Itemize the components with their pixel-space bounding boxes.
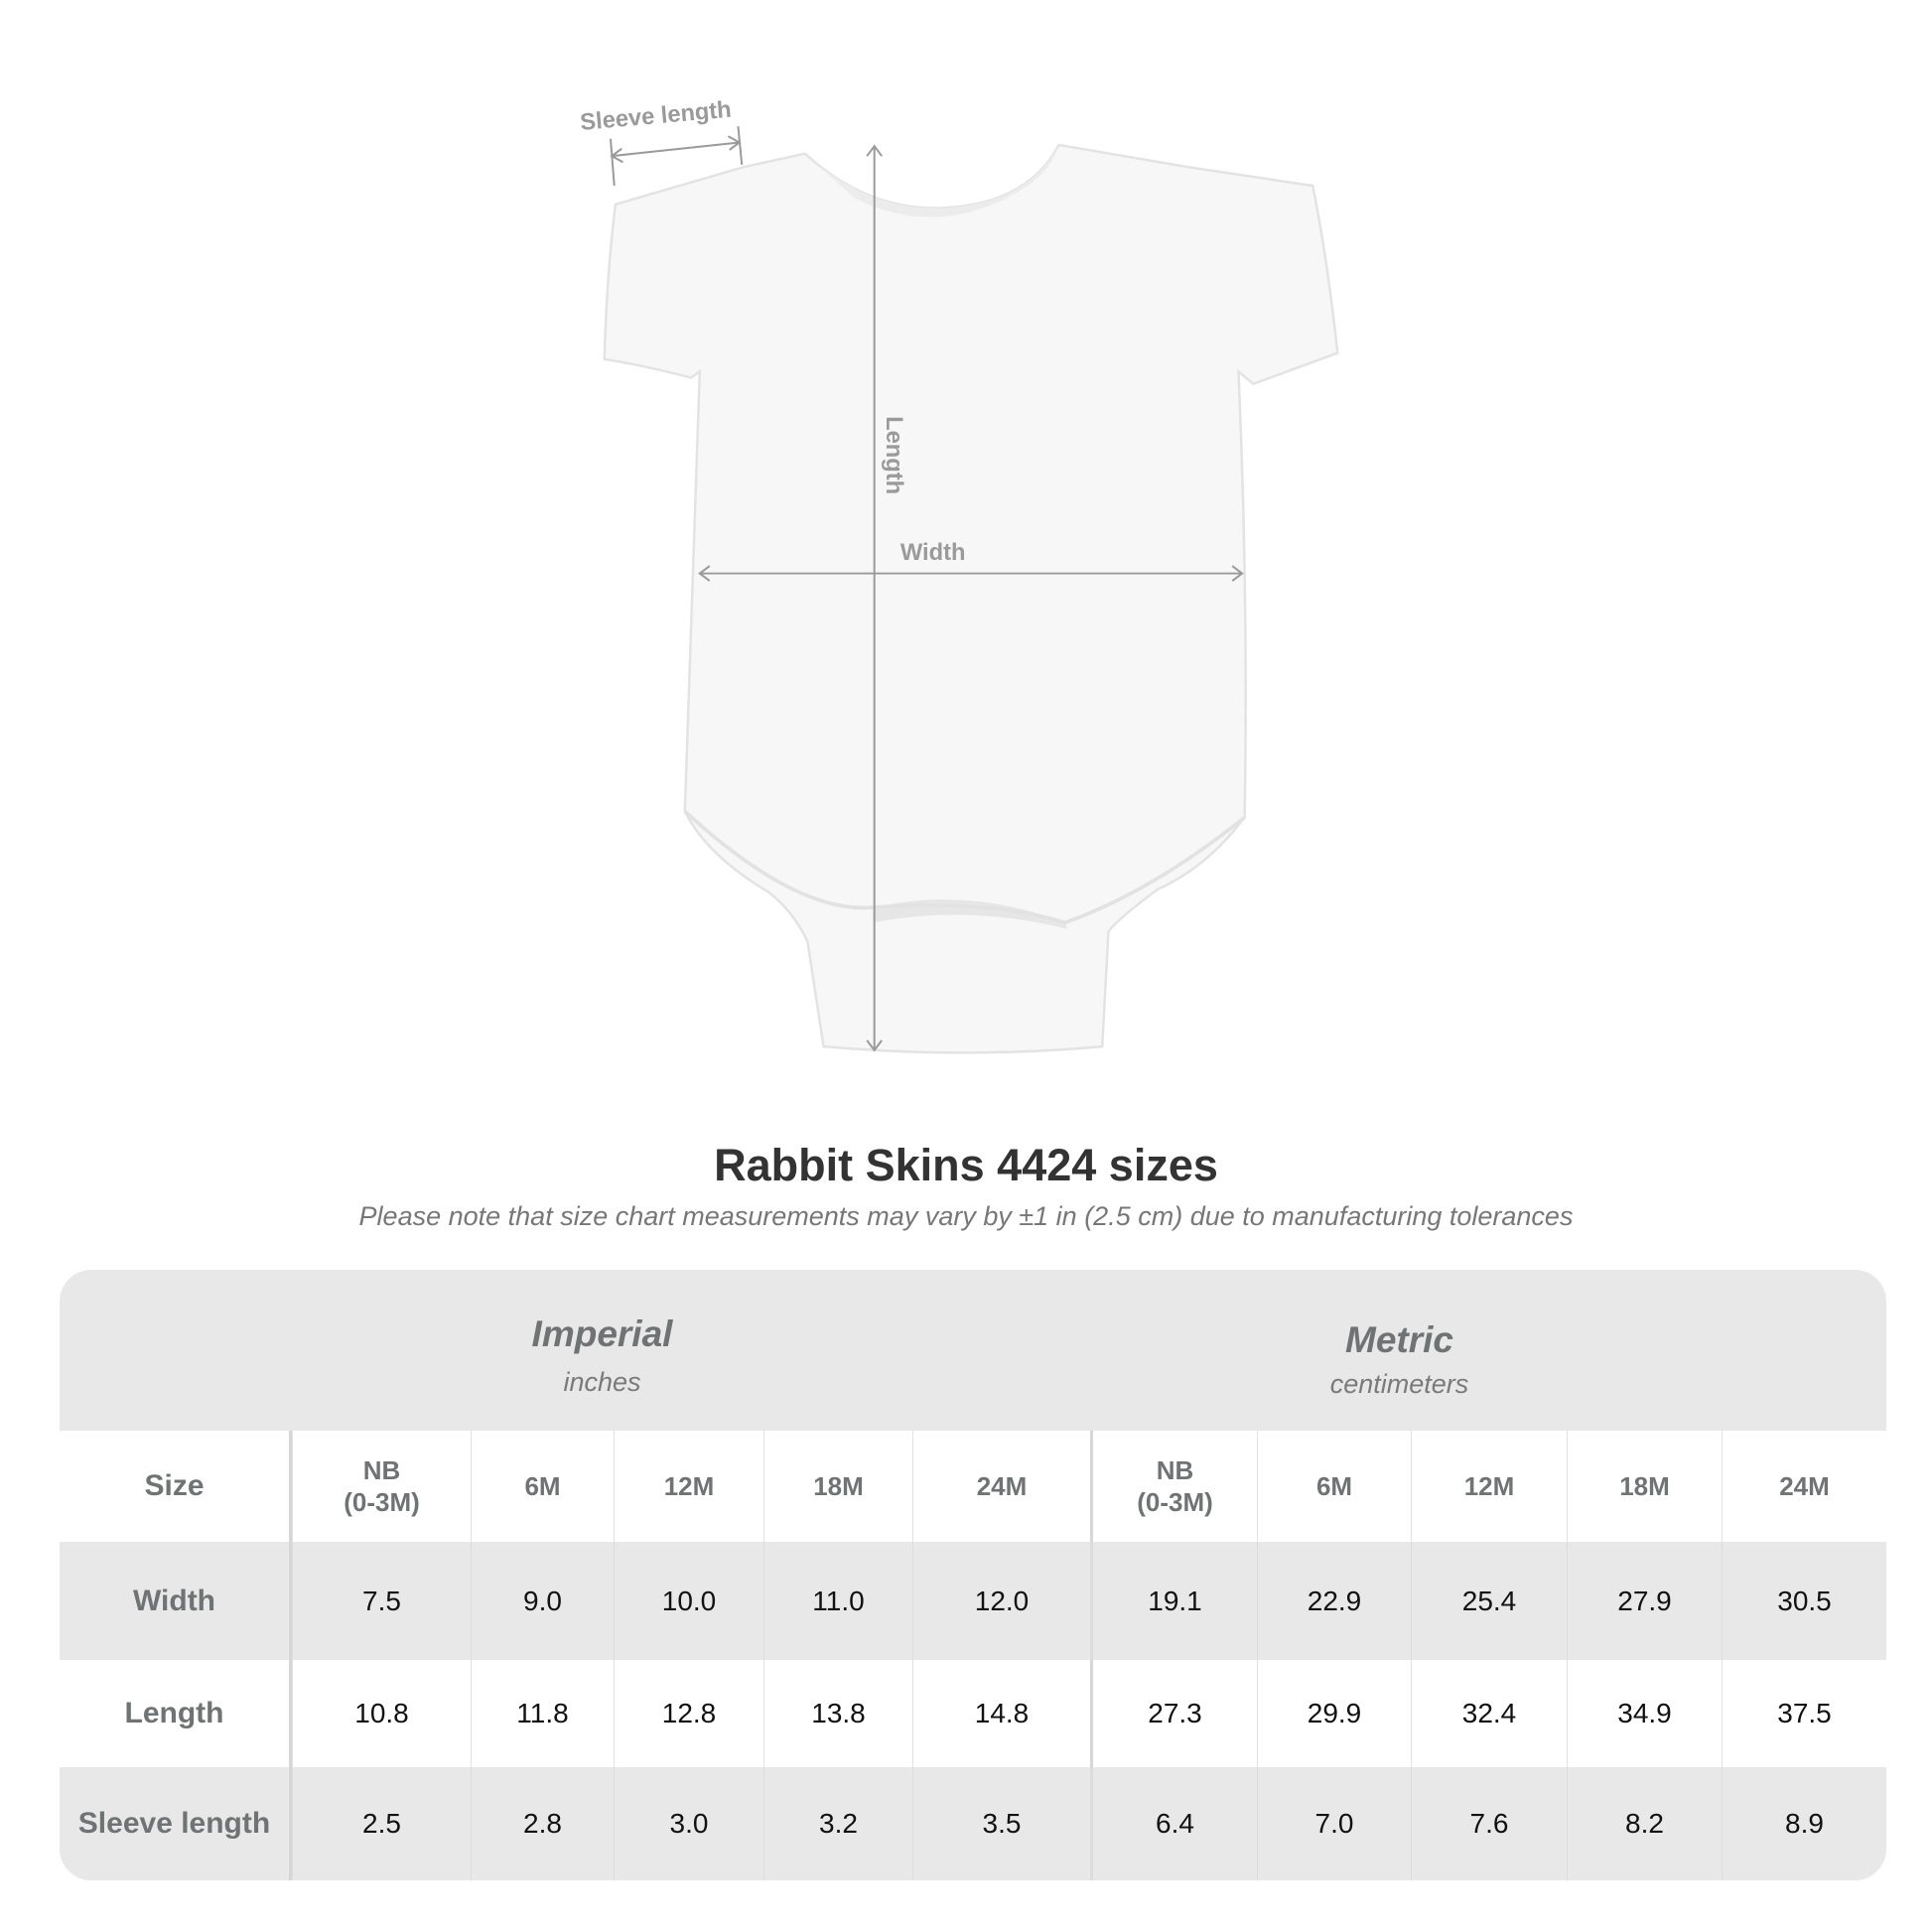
- metric-value: 7.0: [1257, 1767, 1411, 1880]
- imperial-value: 2.5: [292, 1767, 471, 1880]
- imperial-value: 7.5: [292, 1542, 471, 1660]
- metric-value: 8.2: [1567, 1767, 1722, 1880]
- metric-value: 34.9: [1567, 1660, 1722, 1767]
- size-column-header: 12M: [1411, 1431, 1567, 1542]
- imperial-header: Imperial inches: [292, 1270, 912, 1474]
- metric-value: 22.9: [1257, 1542, 1411, 1660]
- tolerance-note: Please note that size chart measurements…: [358, 1201, 1574, 1231]
- metric-value: 8.9: [1722, 1767, 1886, 1880]
- imperial-value: 11.8: [471, 1660, 614, 1767]
- size-column-header: NB (0-3M): [1090, 1431, 1257, 1542]
- size-column-header: 18M: [763, 1431, 912, 1542]
- metric-value: 19.1: [1090, 1542, 1257, 1660]
- table-row: Width 7.5 9.0 10.0 11.0 12.0 19.1 22.9 25.4 27.9 3…: [60, 1542, 1886, 1660]
- page-title: Rabbit Skins 4424 sizes: [714, 1140, 1218, 1190]
- size-column-header: 12M: [614, 1431, 763, 1542]
- row-label: Width: [60, 1542, 292, 1660]
- size-label: Size: [60, 1431, 292, 1542]
- table-row: Length 10.8 11.8 12.8 13.8 14.8 27.3 29.9 32.4 34…: [60, 1660, 1886, 1767]
- size-table: Imperial inches Metric centimeters Size N…: [60, 1270, 1886, 1880]
- imperial-value: 10.8: [292, 1660, 471, 1767]
- imperial-value: 14.8: [912, 1660, 1090, 1767]
- table-row: Sleeve length 2.5 2.8 3.0 3.2 3.5 6.4 7.0 7.6 8.2…: [60, 1767, 1886, 1880]
- imperial-value: 3.5: [912, 1767, 1090, 1880]
- size-column-header: 6M: [1257, 1431, 1411, 1542]
- sleeve-length-label: Sleeve length: [579, 97, 732, 136]
- imperial-value: 12.0: [912, 1542, 1090, 1660]
- size-header-row: Size NB (0-3M) 6M 12M 18M 24M NB (0-3M) 6M 12M 18…: [60, 1431, 1886, 1542]
- onesie-illustration: [603, 143, 1339, 1054]
- metric-value: 27.3: [1090, 1660, 1257, 1767]
- imperial-value: 10.0: [614, 1542, 763, 1660]
- imperial-unit: inches: [563, 1367, 641, 1397]
- imperial-value: 3.0: [614, 1767, 763, 1880]
- row-label: Length: [60, 1660, 292, 1767]
- sleeve-length-arrow: [609, 126, 744, 187]
- width-label: Width: [900, 540, 966, 566]
- imperial-value: 11.0: [763, 1542, 912, 1660]
- imperial-value: 9.0: [471, 1542, 614, 1660]
- metric-unit: centimeters: [1329, 1369, 1469, 1399]
- metric-value: 25.4: [1411, 1542, 1567, 1660]
- metric-header: Metric centimeters: [912, 1270, 1886, 1480]
- row-label: Sleeve length: [60, 1767, 292, 1880]
- metric-value: 30.5: [1722, 1542, 1886, 1660]
- width-arrow: [698, 565, 1244, 582]
- size-column-header: 18M: [1567, 1431, 1722, 1542]
- imperial-value: 12.8: [614, 1660, 763, 1767]
- imperial-title: Imperial: [531, 1313, 673, 1354]
- imperial-value: 2.8: [471, 1767, 614, 1880]
- metric-value: 29.9: [1257, 1660, 1411, 1767]
- size-column-header: 6M: [471, 1431, 614, 1542]
- size-column-header: 24M: [912, 1431, 1090, 1542]
- metric-title: Metric: [1345, 1319, 1453, 1360]
- imperial-value: 13.8: [763, 1660, 912, 1767]
- metric-value: 32.4: [1411, 1660, 1567, 1767]
- imperial-value: 3.2: [763, 1767, 912, 1880]
- size-column-header: 24M: [1722, 1431, 1886, 1542]
- length-arrow: [866, 144, 883, 1052]
- metric-value: 6.4: [1090, 1767, 1257, 1880]
- metric-value: 7.6: [1411, 1767, 1567, 1880]
- metric-value: 27.9: [1567, 1542, 1722, 1660]
- metric-value: 37.5: [1722, 1660, 1886, 1767]
- length-label: Length: [881, 416, 906, 494]
- size-column-header: NB (0-3M): [292, 1431, 471, 1542]
